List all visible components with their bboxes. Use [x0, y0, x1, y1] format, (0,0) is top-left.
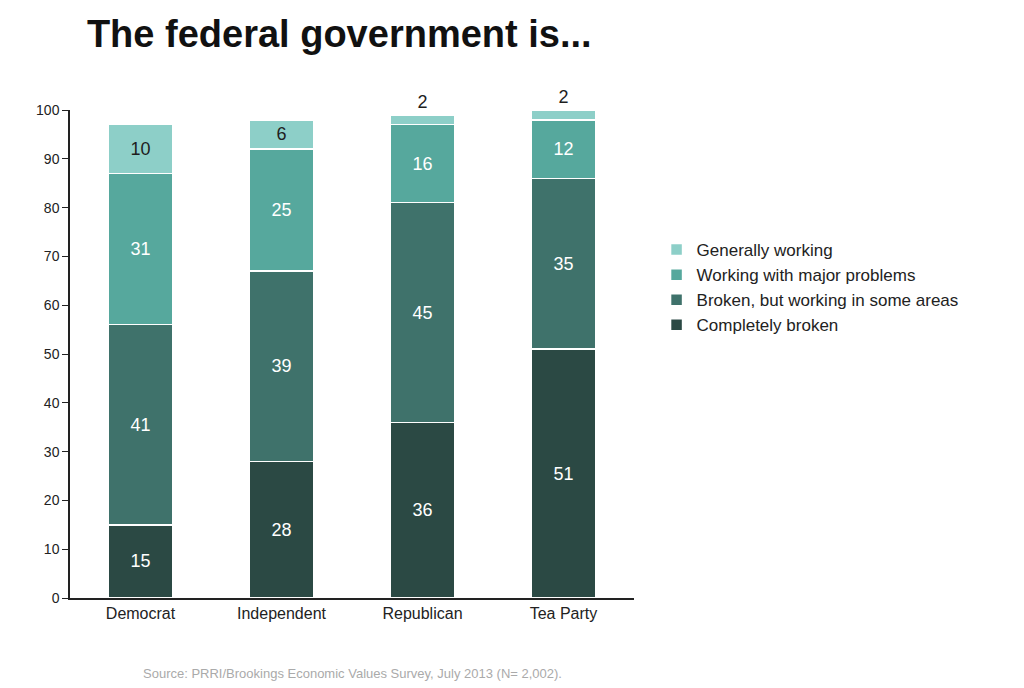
svg-text:25: 25: [271, 200, 291, 220]
svg-text:10: 10: [130, 139, 150, 159]
svg-text:6: 6: [276, 124, 286, 144]
svg-text:The federal government is...: The federal government is...: [87, 13, 592, 55]
svg-text:Democrat: Democrat: [106, 605, 176, 622]
svg-text:51: 51: [553, 464, 573, 484]
svg-text:Independent: Independent: [237, 605, 327, 622]
svg-text:Broken, but working in some ar: Broken, but working in some areas: [697, 291, 959, 310]
svg-text:2: 2: [417, 92, 427, 112]
svg-text:30: 30: [44, 444, 60, 460]
svg-text:Source: PRRI/Brookings Economi: Source: PRRI/Brookings Economic Values S…: [143, 666, 562, 681]
svg-text:10: 10: [44, 541, 60, 557]
svg-text:0: 0: [52, 590, 60, 606]
svg-text:Tea Party: Tea Party: [530, 605, 598, 622]
svg-text:36: 36: [412, 500, 432, 520]
svg-text:60: 60: [44, 297, 60, 313]
svg-text:Completely broken: Completely broken: [697, 316, 839, 335]
svg-text:100: 100: [36, 102, 60, 118]
svg-text:50: 50: [44, 346, 60, 362]
svg-text:39: 39: [271, 356, 291, 376]
svg-text:15: 15: [130, 551, 150, 571]
svg-text:45: 45: [412, 303, 432, 323]
svg-text:Working with major problems: Working with major problems: [697, 266, 916, 285]
svg-text:2: 2: [558, 87, 568, 107]
svg-text:35: 35: [553, 254, 573, 274]
svg-text:70: 70: [44, 248, 60, 264]
svg-text:Generally working: Generally working: [697, 241, 833, 260]
svg-text:90: 90: [44, 151, 60, 167]
svg-text:20: 20: [44, 492, 60, 508]
svg-text:12: 12: [553, 139, 573, 159]
svg-text:Republican: Republican: [382, 605, 462, 622]
svg-text:41: 41: [130, 415, 150, 435]
svg-text:31: 31: [130, 239, 150, 259]
svg-text:80: 80: [44, 200, 60, 216]
svg-text:16: 16: [412, 154, 432, 174]
svg-text:28: 28: [271, 520, 291, 540]
svg-text:40: 40: [44, 395, 60, 411]
